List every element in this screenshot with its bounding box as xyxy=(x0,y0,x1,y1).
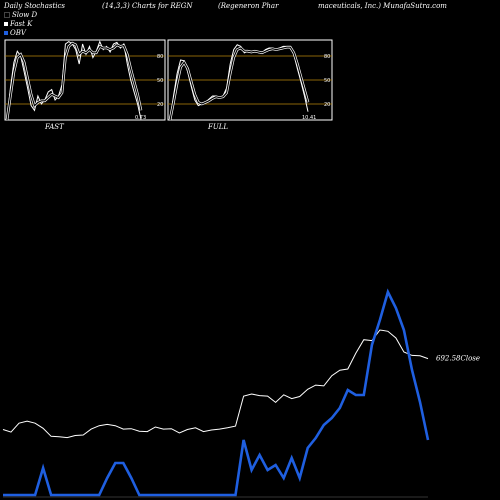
full-tick-label: 50 xyxy=(324,78,330,84)
header-company-a: (Regeneron Phar xyxy=(218,2,279,10)
fast-panel-title: FAST xyxy=(44,123,65,131)
header-charts-for: (14,3,3) Charts for REGN xyxy=(102,2,193,10)
header-title: Daily Stochastics xyxy=(4,2,66,10)
fast-last-value-label: 0.73 xyxy=(135,115,146,121)
fast-slow-d-outline xyxy=(5,41,143,121)
full-tick-label: 80 xyxy=(324,54,330,60)
full-slow-d-line xyxy=(169,46,309,121)
legend-fast-k-label: Fast K xyxy=(10,20,33,28)
legend-slow-d-label: Slow D xyxy=(12,11,38,19)
full-tick-label: 20 xyxy=(324,102,330,108)
close-value-label: 692.58Close xyxy=(436,355,480,363)
full-last-value-label: 10.41 xyxy=(302,115,316,121)
full-panel-title: FULL xyxy=(207,123,228,131)
close-price-line xyxy=(2,329,429,439)
full-slow-d-outline xyxy=(168,45,310,121)
fast-k-swatch xyxy=(4,22,8,26)
fast-tick-label: 50 xyxy=(157,78,163,84)
legend-slow-d: Slow D xyxy=(4,11,37,19)
fast-tick-label: 20 xyxy=(157,102,163,108)
obv-swatch xyxy=(4,31,8,35)
header-company-b: maceuticals, Inc.) MunafaSutra.com xyxy=(318,2,447,10)
legend-fast-k: Fast K xyxy=(4,20,32,28)
obv-line xyxy=(3,288,430,497)
fast-slow-d-line xyxy=(6,42,142,121)
fast-tick-label: 80 xyxy=(157,54,163,60)
legend-obv: OBV xyxy=(4,29,26,37)
legend-obv-label: OBV xyxy=(10,29,26,37)
slow-d-swatch xyxy=(4,12,10,18)
